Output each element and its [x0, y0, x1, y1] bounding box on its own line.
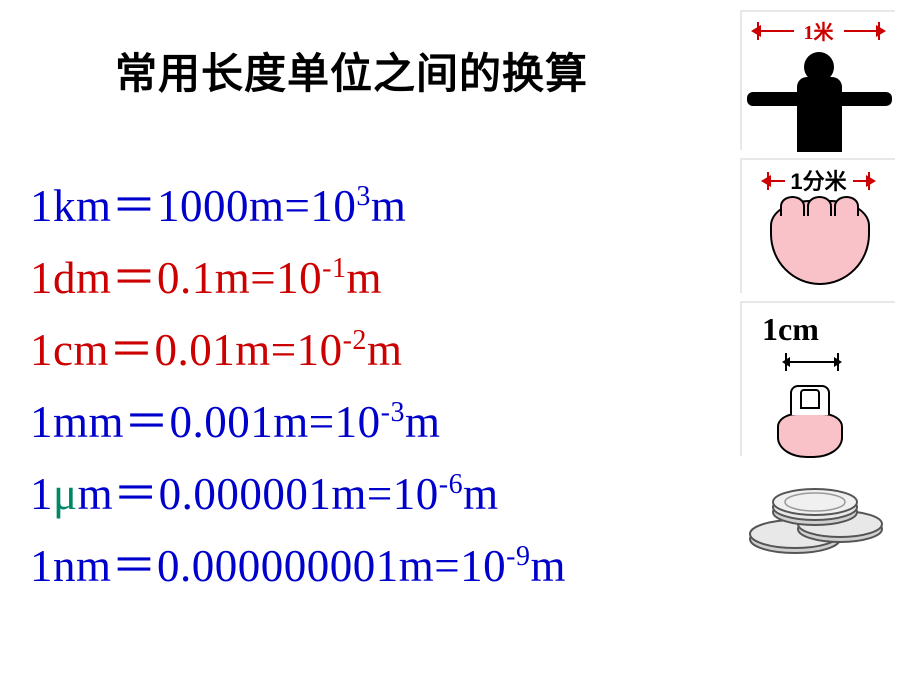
- illustration-centimeter: 1cm: [740, 301, 895, 456]
- equation-list: 1km＝1000m=103m1dm＝0.1m=10-1m1cm＝0.01m=10…: [30, 170, 566, 602]
- illustration-column: 1米 1分米 1cm: [740, 10, 895, 572]
- equation-line: 1dm＝0.1m=10-1m: [30, 242, 566, 314]
- illustration-meter: 1米: [740, 10, 895, 150]
- equation-line: 1km＝1000m=103m: [30, 170, 566, 242]
- equation-line: 1cm＝0.01m=10-2m: [30, 314, 566, 386]
- dm-label: 1分米: [785, 164, 853, 196]
- equation-line: 1nm＝0.000000001m=10-9m: [30, 530, 566, 602]
- equation-line: 1mm＝0.001m=10-3m: [30, 386, 566, 458]
- meter-label: 1米: [794, 16, 844, 45]
- illustration-decimeter: 1分米: [740, 158, 895, 293]
- illustration-coins: [740, 464, 895, 564]
- cm-label: 1cm: [762, 311, 819, 348]
- page-title: 常用长度单位之间的换算: [115, 40, 588, 101]
- equation-line: 1μm＝0.000001m=10-6m: [30, 458, 566, 530]
